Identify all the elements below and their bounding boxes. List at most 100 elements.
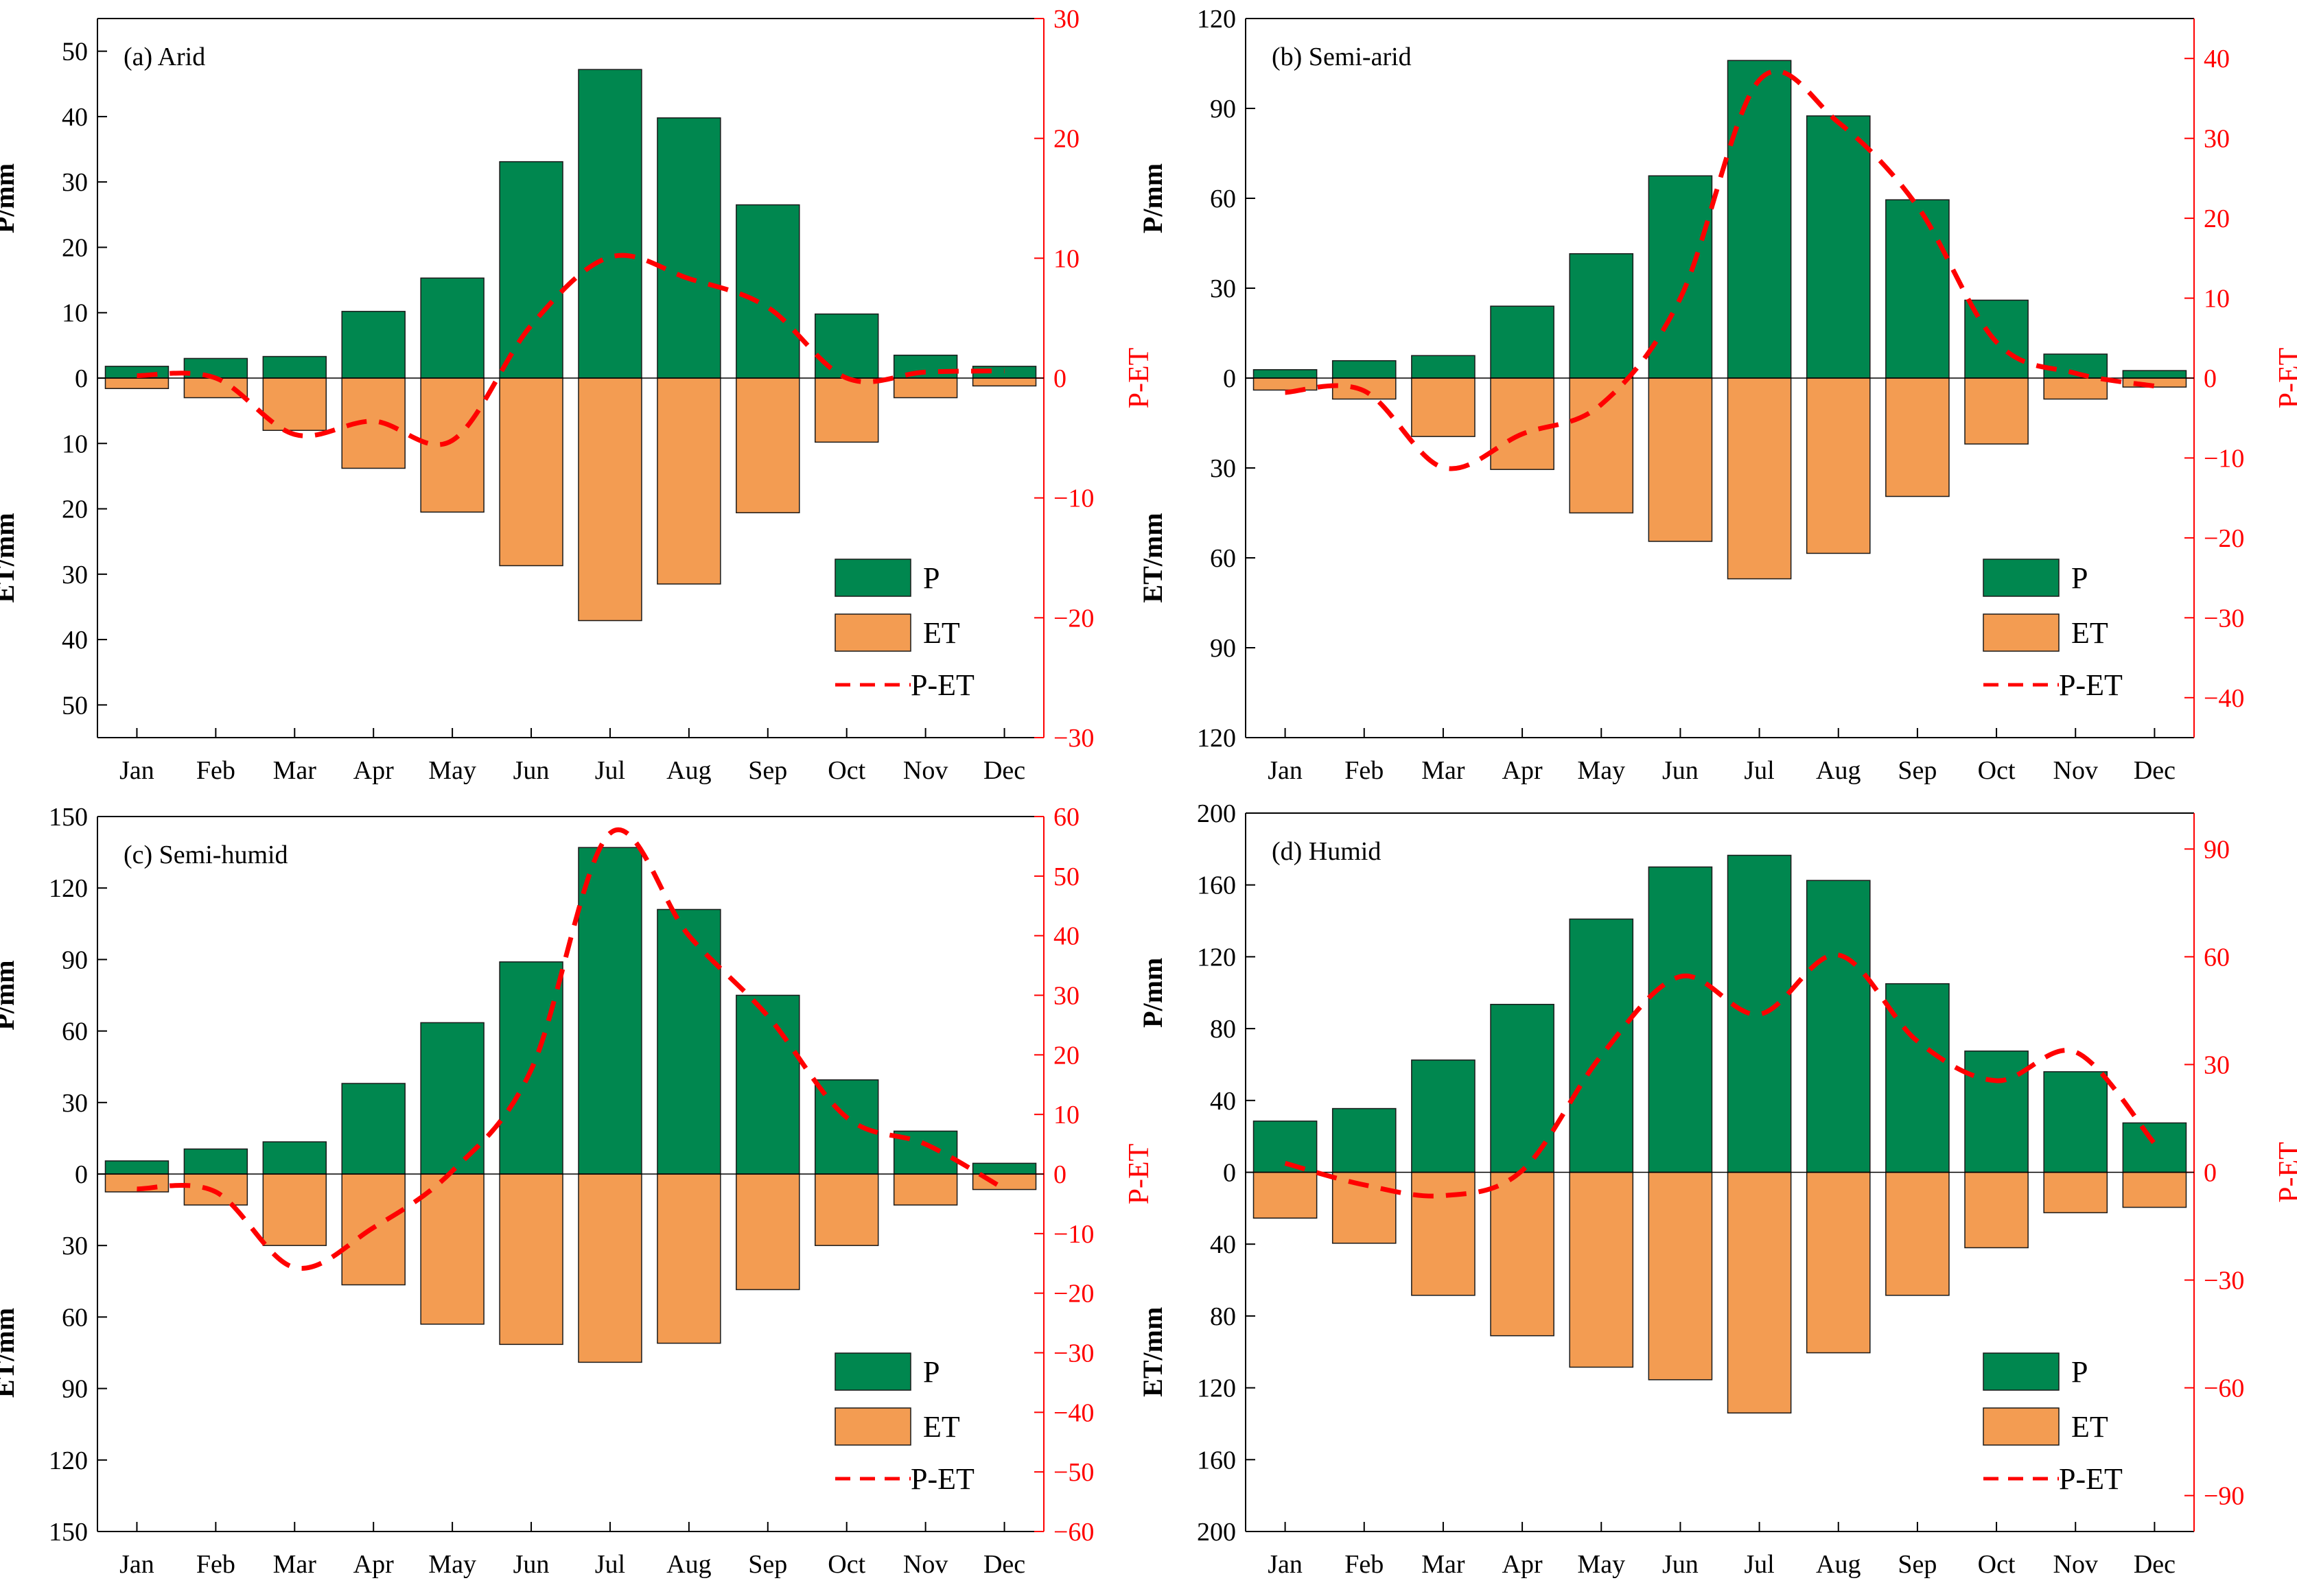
x-tick-label-dec: Dec (2134, 756, 2176, 785)
y-axis-title-p: P/mm (0, 163, 20, 233)
right-tick-label: 60 (2204, 943, 2230, 972)
right-tick-label: −60 (2204, 1374, 2244, 1403)
x-tick-label-nov: Nov (903, 756, 948, 785)
y-axis-title-pet: P-ET (1123, 1144, 1155, 1205)
panel-title: (c) Semi-humid (124, 841, 288, 869)
et-bar-aug (1806, 1171, 1871, 1354)
left-tick-label: 120 (49, 874, 88, 903)
left-tick-label: 10 (62, 299, 88, 328)
y-axis-title-et: ET/mm (1137, 1307, 1168, 1397)
left-tick-label: 0 (75, 1160, 88, 1189)
x-tick-label-feb: Feb (196, 756, 235, 785)
et-bar-aug (657, 377, 721, 585)
x-tick-label-jan: Jan (119, 1550, 154, 1579)
x-tick-label-mar: Mar (273, 1550, 317, 1579)
et-bar-mar (262, 1173, 327, 1246)
left-tick-label: 0 (75, 364, 88, 393)
legend-p-swatch (835, 559, 911, 597)
et-bar-jun (499, 1173, 563, 1346)
y-axis-title-pet: P-ET (1123, 348, 1155, 409)
left-tick-label: 120 (1197, 5, 1236, 34)
et-bar-sep (736, 377, 800, 514)
x-tick-label-feb: Feb (1344, 756, 1384, 785)
left-tick-label: 80 (1210, 1015, 1236, 1044)
left-tick-label: 50 (62, 38, 88, 67)
legend-p-swatch (835, 1352, 911, 1391)
p-bar-jul (1727, 854, 1792, 1173)
p-bar-sep (1885, 983, 1950, 1173)
x-tick-label-mar: Mar (1421, 756, 1465, 785)
panel-title: (d) Humid (1272, 837, 1381, 866)
legend-pet-label: P-ET (2059, 1462, 2123, 1496)
right-tick-label: 0 (1053, 1160, 1066, 1189)
p-bar-jun (1648, 866, 1713, 1173)
right-tick-label: 0 (1053, 364, 1066, 393)
right-tick-label: 20 (1053, 125, 1080, 154)
right-tick-label: 20 (2204, 204, 2230, 233)
right-tick-label: 0 (2204, 364, 2217, 393)
right-tick-label: −30 (1053, 724, 1094, 753)
legend-p-swatch (1983, 1352, 2060, 1391)
left-tick-label: 90 (62, 946, 88, 974)
et-bar-aug (657, 1173, 721, 1344)
pet-line (1284, 952, 2157, 1199)
p-bar-jul (578, 847, 642, 1175)
et-bar-jan (1252, 1171, 1318, 1219)
right-tick-label: 0 (2204, 1159, 2217, 1188)
panel-title: (a) Arid (124, 43, 205, 71)
left-tick-label: 0 (1223, 364, 1236, 393)
et-bar-may (1569, 1171, 1634, 1368)
et-bar-apr (1490, 377, 1554, 470)
legend-p-label: P (2071, 1355, 2088, 1389)
x-tick-label-jul: Jul (595, 756, 625, 785)
left-tick-label: 80 (1210, 1302, 1236, 1331)
left-tick-label: 30 (62, 1089, 88, 1118)
et-bar-feb (183, 377, 248, 399)
left-tick-label: 120 (49, 1446, 88, 1475)
p-bar-may (1569, 253, 1634, 379)
x-tick-label-jan: Jan (1268, 756, 1303, 785)
x-tick-label-jun: Jun (1662, 1550, 1699, 1579)
et-bar-jan (104, 377, 170, 389)
panel-4: 200 160 120 80 40 0 40 80 120 160 200 90 60 30 0 −30 −60… (1137, 799, 2297, 1579)
left-tick-label: 90 (1210, 95, 1236, 124)
x-tick-label-nov: Nov (903, 1550, 948, 1579)
right-tick-label: −20 (2204, 524, 2244, 553)
x-tick-label-mar: Mar (1421, 1550, 1465, 1579)
p-bar-apr (341, 311, 406, 379)
et-bar-nov (893, 1173, 958, 1206)
x-tick-label-sep: Sep (748, 756, 787, 785)
left-tick-label: 90 (62, 1375, 88, 1404)
left-tick-label: 90 (1210, 634, 1236, 663)
x-tick-label-dec: Dec (983, 1550, 1025, 1579)
p-bar-apr (1490, 305, 1554, 379)
y-axis-title-p: P/mm (1137, 958, 1168, 1028)
left-tick-label: 30 (62, 561, 88, 589)
left-tick-label: 10 (62, 430, 88, 458)
p-bar-oct (1964, 1051, 2029, 1173)
right-tick-label: 50 (1053, 862, 1080, 891)
p-bar-aug (1806, 880, 1871, 1173)
et-bar-oct (814, 1173, 879, 1246)
et-bar-apr (1490, 1171, 1554, 1337)
et-bar-jul (578, 1173, 642, 1363)
p-bar-nov (893, 354, 958, 379)
x-tick-label-may: May (1577, 756, 1625, 785)
p-bar-jun (499, 161, 563, 379)
left-tick-label: 200 (1197, 799, 1236, 828)
p-bar-jan (1252, 369, 1318, 379)
p-bar-aug (657, 908, 721, 1175)
x-tick-label-feb: Feb (196, 1550, 235, 1579)
pet-line (137, 253, 1005, 447)
left-tick-label: 30 (62, 1232, 88, 1260)
x-tick-label-mar: Mar (273, 756, 317, 785)
p-bar-feb (1331, 360, 1397, 379)
et-bar-oct (1964, 1171, 2029, 1249)
right-tick-label: −40 (2204, 684, 2244, 713)
left-tick-label: 160 (1197, 871, 1236, 900)
right-tick-label: −30 (1053, 1339, 1094, 1368)
x-tick-label-may: May (1577, 1550, 1625, 1579)
right-tick-label: 90 (2204, 835, 2230, 864)
p-bar-mar (262, 355, 327, 379)
x-tick-label-aug: Aug (1816, 756, 1861, 785)
